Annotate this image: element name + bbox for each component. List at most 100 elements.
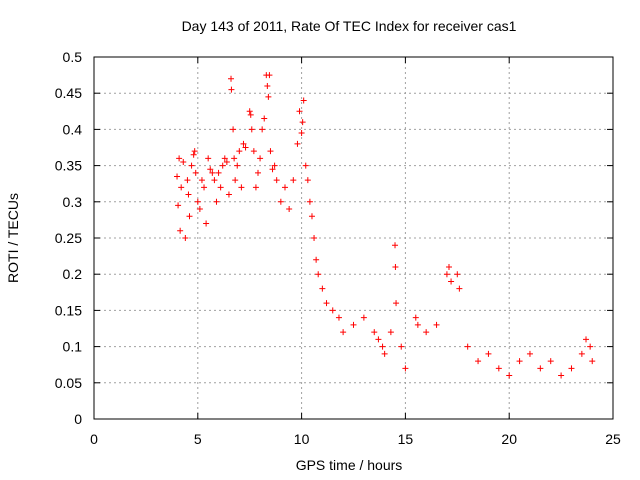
- data-point: [290, 177, 297, 184]
- data-point: [194, 198, 201, 205]
- data-point: [392, 263, 399, 270]
- data-point: [568, 365, 575, 372]
- x-tick-label: 10: [294, 431, 310, 447]
- data-point: [252, 184, 259, 191]
- data-point: [371, 329, 378, 336]
- x-tick-labels: 0 5 10 15 20 25: [90, 431, 621, 447]
- data-point: [558, 372, 565, 379]
- data-point: [215, 169, 222, 176]
- data-point: [184, 177, 191, 184]
- data-point: [381, 350, 388, 357]
- data-point: [308, 213, 315, 220]
- data-point: [257, 155, 264, 162]
- data-point: [454, 271, 461, 278]
- y-tick-label: 0.1: [63, 339, 83, 355]
- data-point: [423, 329, 430, 336]
- data-point: [335, 314, 342, 321]
- data-point: [259, 126, 266, 133]
- data-point: [211, 177, 218, 184]
- data-point: [313, 256, 320, 263]
- data-point: [387, 329, 394, 336]
- data-point: [360, 314, 367, 321]
- data-point: [228, 86, 235, 93]
- chart-title: Day 143 of 2011, Rate Of TEC Index for r…: [182, 18, 517, 34]
- data-points: [174, 72, 596, 379]
- data-point: [433, 321, 440, 328]
- data-point: [207, 166, 214, 173]
- data-point: [250, 148, 257, 155]
- data-point: [231, 155, 238, 162]
- data-point: [266, 72, 273, 79]
- data-point: [228, 75, 235, 82]
- data-point: [247, 111, 254, 118]
- data-point: [201, 184, 208, 191]
- x-tick-label: 0: [90, 431, 98, 447]
- data-point: [526, 350, 533, 357]
- data-point: [238, 184, 245, 191]
- data-point: [188, 162, 195, 169]
- data-point: [299, 119, 306, 126]
- data-point: [267, 148, 274, 155]
- data-point: [174, 173, 181, 180]
- data-point: [379, 343, 386, 350]
- data-point: [323, 300, 330, 307]
- data-point: [300, 97, 307, 104]
- y-tick-label: 0.05: [55, 375, 82, 391]
- x-tick-label: 20: [501, 431, 517, 447]
- data-point: [281, 184, 288, 191]
- data-point: [213, 198, 220, 205]
- data-point: [255, 169, 262, 176]
- data-point: [198, 177, 205, 184]
- data-point: [248, 126, 255, 133]
- data-point: [190, 151, 197, 158]
- data-point: [271, 162, 278, 169]
- data-point: [475, 358, 482, 365]
- data-point: [495, 365, 502, 372]
- data-point: [375, 336, 382, 343]
- data-point: [209, 169, 216, 176]
- data-point: [350, 321, 357, 328]
- data-point: [485, 350, 492, 357]
- data-point: [240, 140, 247, 147]
- data-point: [269, 166, 276, 173]
- data-point: [246, 108, 253, 115]
- data-point: [273, 177, 280, 184]
- data-point: [294, 140, 301, 147]
- y-tick-label: 0.15: [55, 302, 82, 318]
- data-point: [277, 198, 284, 205]
- data-point: [516, 358, 523, 365]
- x-tick-label: 25: [605, 431, 621, 447]
- data-point: [185, 191, 192, 198]
- data-point: [464, 343, 471, 350]
- data-point: [180, 158, 187, 165]
- y-tick-label: 0.25: [55, 230, 82, 246]
- data-point: [225, 191, 232, 198]
- data-point: [414, 321, 421, 328]
- data-point: [311, 235, 318, 241]
- data-point: [192, 169, 199, 176]
- data-point: [191, 148, 198, 155]
- data-point: [175, 202, 182, 209]
- data-point: [186, 213, 193, 220]
- data-point: [182, 235, 189, 241]
- data-point: [398, 343, 405, 350]
- data-point: [445, 263, 452, 270]
- y-tick-label: 0.5: [63, 49, 83, 65]
- y-tick-label: 0.3: [63, 194, 83, 210]
- data-point: [443, 271, 450, 278]
- data-point: [232, 177, 239, 184]
- data-point: [578, 350, 585, 357]
- data-point: [221, 155, 228, 162]
- data-point: [506, 372, 513, 379]
- data-point: [302, 162, 309, 169]
- data-point: [583, 336, 590, 343]
- data-point: [304, 177, 311, 184]
- data-point: [340, 329, 347, 336]
- y-tick-label: 0.45: [55, 85, 82, 101]
- data-point: [265, 93, 272, 100]
- data-point: [448, 278, 455, 285]
- data-point: [176, 155, 183, 162]
- data-point: [319, 285, 326, 292]
- data-point: [234, 162, 241, 169]
